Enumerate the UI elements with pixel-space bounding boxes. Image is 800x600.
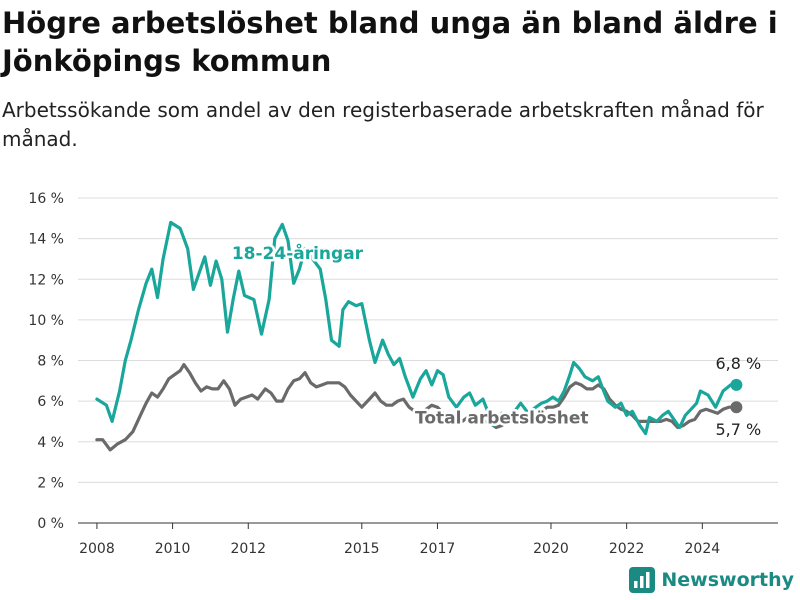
x-tick-label: 2008 (79, 541, 115, 557)
series-label-youth: 18-24-åringar (232, 242, 364, 264)
series-line-youth (95, 220, 738, 436)
y-tick-label: 2 % (37, 475, 64, 491)
y-tick-label: 12 % (28, 272, 64, 288)
brand-logo: Newsworthy (629, 566, 794, 594)
y-tick-label: 8 % (37, 354, 64, 370)
y-tick-label: 0 % (37, 516, 64, 532)
y-tick-label: 14 % (28, 232, 64, 248)
y-tick-label: 4 % (37, 435, 64, 451)
x-tick-label: 2010 (155, 541, 191, 557)
x-tick-label: 2024 (685, 541, 721, 557)
x-tick-label: 2015 (344, 541, 380, 557)
series-label-total: Total arbetslöshet (415, 408, 589, 428)
series-youth-end-point (730, 378, 743, 391)
y-tick-label: 16 % (28, 191, 64, 207)
x-tick-label: 2022 (609, 541, 645, 557)
series-line-total (95, 363, 738, 452)
bar-chart-logo-icon (629, 567, 656, 593)
series-total-end-label: 5,7 % (716, 420, 762, 439)
x-tick-label: 2020 (533, 541, 569, 557)
chart-subtitle: Arbetssökande som andel av den registerb… (2, 98, 764, 151)
chart-title: Högre arbetslöshet bland unga än bland ä… (2, 6, 778, 78)
y-tick-label: 6 % (37, 394, 64, 410)
series-total-end-point (730, 401, 743, 414)
brand-name: Newsworthy (661, 569, 794, 591)
x-tick-label: 2012 (230, 541, 266, 557)
series-youth-end-label: 6,8 % (716, 354, 762, 373)
y-tick-label: 10 % (28, 313, 64, 329)
x-tick-label: 2017 (420, 541, 456, 557)
